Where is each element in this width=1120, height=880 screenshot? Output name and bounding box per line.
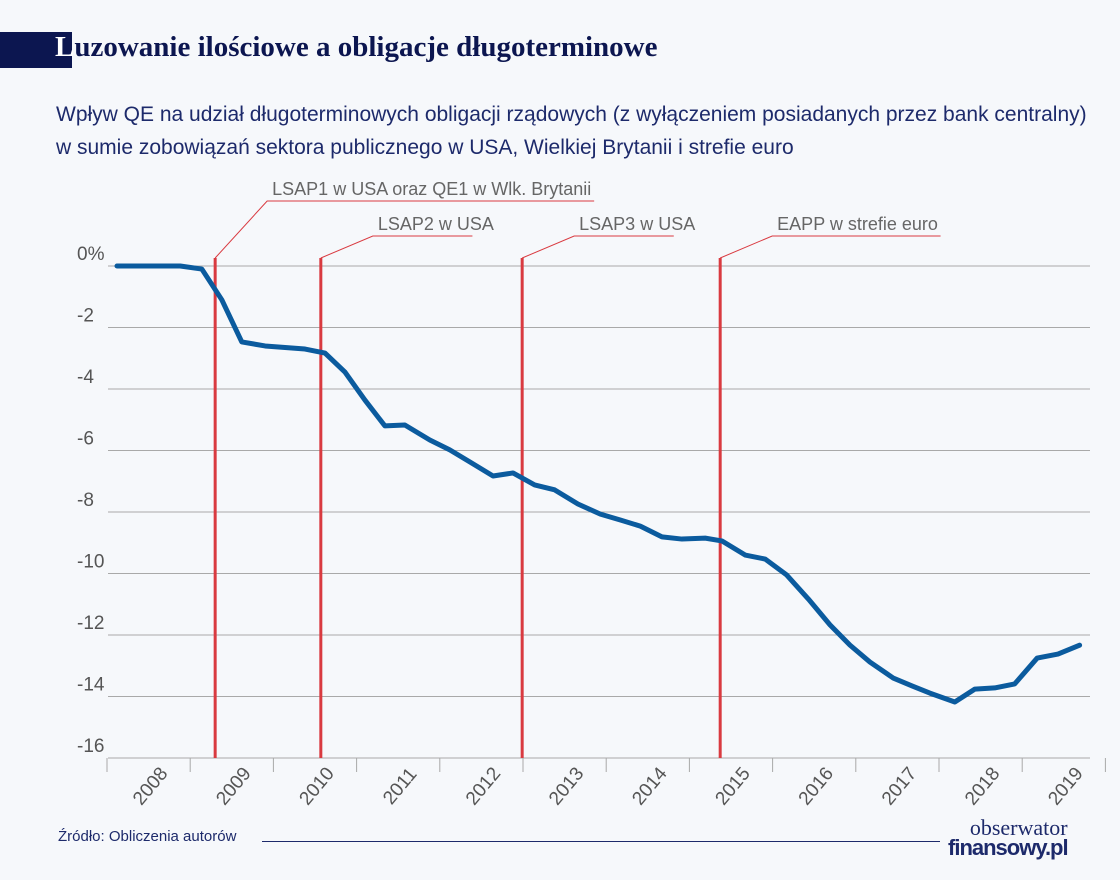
x-tick-label: 2018 — [961, 764, 1004, 810]
source-divider — [262, 841, 940, 842]
event-label: LSAP3 w USA — [579, 214, 695, 234]
x-tick-label: 2014 — [628, 763, 672, 809]
x-tick-label: 2017 — [878, 764, 921, 810]
y-tick-label: -16 — [77, 736, 104, 757]
title-band — [0, 32, 72, 68]
y-tick-label: -4 — [77, 367, 94, 388]
title-rest: uzowanie ilościowe a obligacje długoterm… — [74, 31, 658, 63]
x-tick-label: 2011 — [379, 764, 421, 809]
logo-line2: finansowy.pl — [948, 835, 1069, 860]
title-first-letter: L — [55, 31, 75, 63]
x-tick-label: 2008 — [129, 764, 172, 810]
event-leader — [214, 200, 595, 259]
source-note: Źródło: Obliczenia autorów — [58, 828, 237, 845]
x-tick-label: 2019 — [1044, 764, 1087, 810]
logo-line1: obserwator — [969, 815, 1068, 840]
event-leader — [719, 235, 941, 259]
y-tick-label: -8 — [77, 490, 94, 511]
x-tick-label: 2013 — [545, 764, 588, 810]
y-tick-label: -12 — [77, 613, 104, 634]
event-leader — [521, 235, 674, 259]
x-tick-label: 2016 — [795, 764, 838, 810]
event-label: EAPP w strefie euro — [777, 214, 938, 234]
x-tick-label: 2010 — [296, 764, 339, 810]
event-leader — [320, 235, 473, 259]
series-line — [114, 263, 1083, 705]
y-tick-label: -14 — [77, 675, 105, 696]
event-label: LSAP2 w USA — [378, 214, 494, 234]
x-tick-label: 2015 — [712, 764, 755, 810]
y-tick-label: -2 — [77, 306, 94, 327]
publisher-logo: obserwator finansowy.pl — [948, 815, 1069, 860]
x-tick-label: 2009 — [212, 764, 255, 810]
chart-subtitle: Wpływ QE na udział długoterminowych obli… — [56, 103, 1087, 159]
y-tick-label: -6 — [77, 429, 94, 450]
y-tick-label: 0% — [77, 244, 105, 265]
event-label: LSAP1 w USA oraz QE1 w Wlk. Brytanii — [272, 179, 591, 199]
y-tick-label: -10 — [77, 552, 104, 573]
chart-title: Luzowanie ilościowe a obligacje długoter… — [55, 31, 658, 64]
x-tick-label: 2012 — [462, 764, 505, 810]
